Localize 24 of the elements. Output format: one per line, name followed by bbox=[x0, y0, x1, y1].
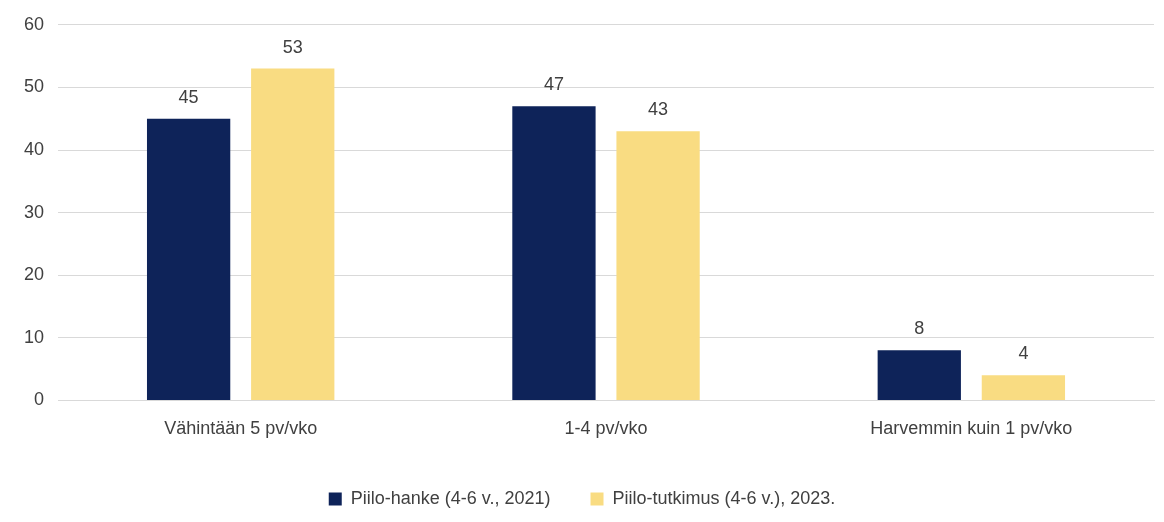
bar bbox=[981, 375, 1066, 400]
data-label: 45 bbox=[178, 86, 199, 107]
x-tick-label: 1-4 pv/vko bbox=[564, 418, 648, 439]
legend-label: Piilo-tutkimus (4-6 v.), 2023. bbox=[612, 487, 836, 508]
data-label: 8 bbox=[914, 318, 925, 339]
y-tick-label: 40 bbox=[23, 138, 45, 159]
y-tick-label: 20 bbox=[23, 264, 45, 285]
bar bbox=[251, 68, 335, 400]
data-label: 43 bbox=[648, 99, 669, 120]
bar bbox=[877, 350, 961, 400]
data-label: 53 bbox=[282, 36, 303, 57]
y-tick-label: 50 bbox=[23, 76, 45, 97]
y-tick-label: 0 bbox=[34, 389, 45, 410]
bar bbox=[512, 106, 596, 400]
bar bbox=[616, 131, 700, 400]
x-tick-label: Harvemmin kuin 1 pv/vko bbox=[870, 418, 1073, 439]
data-label: 47 bbox=[543, 74, 564, 95]
bar bbox=[146, 118, 231, 400]
legend-label: Piilo-hanke (4-6 v., 2021) bbox=[350, 487, 551, 508]
y-tick-label: 60 bbox=[23, 13, 45, 34]
y-tick-label: 10 bbox=[23, 326, 45, 347]
y-tick-label: 30 bbox=[23, 201, 45, 222]
data-label: 4 bbox=[1018, 343, 1029, 364]
x-tick-label: Vähintään 5 pv/vko bbox=[164, 418, 318, 439]
